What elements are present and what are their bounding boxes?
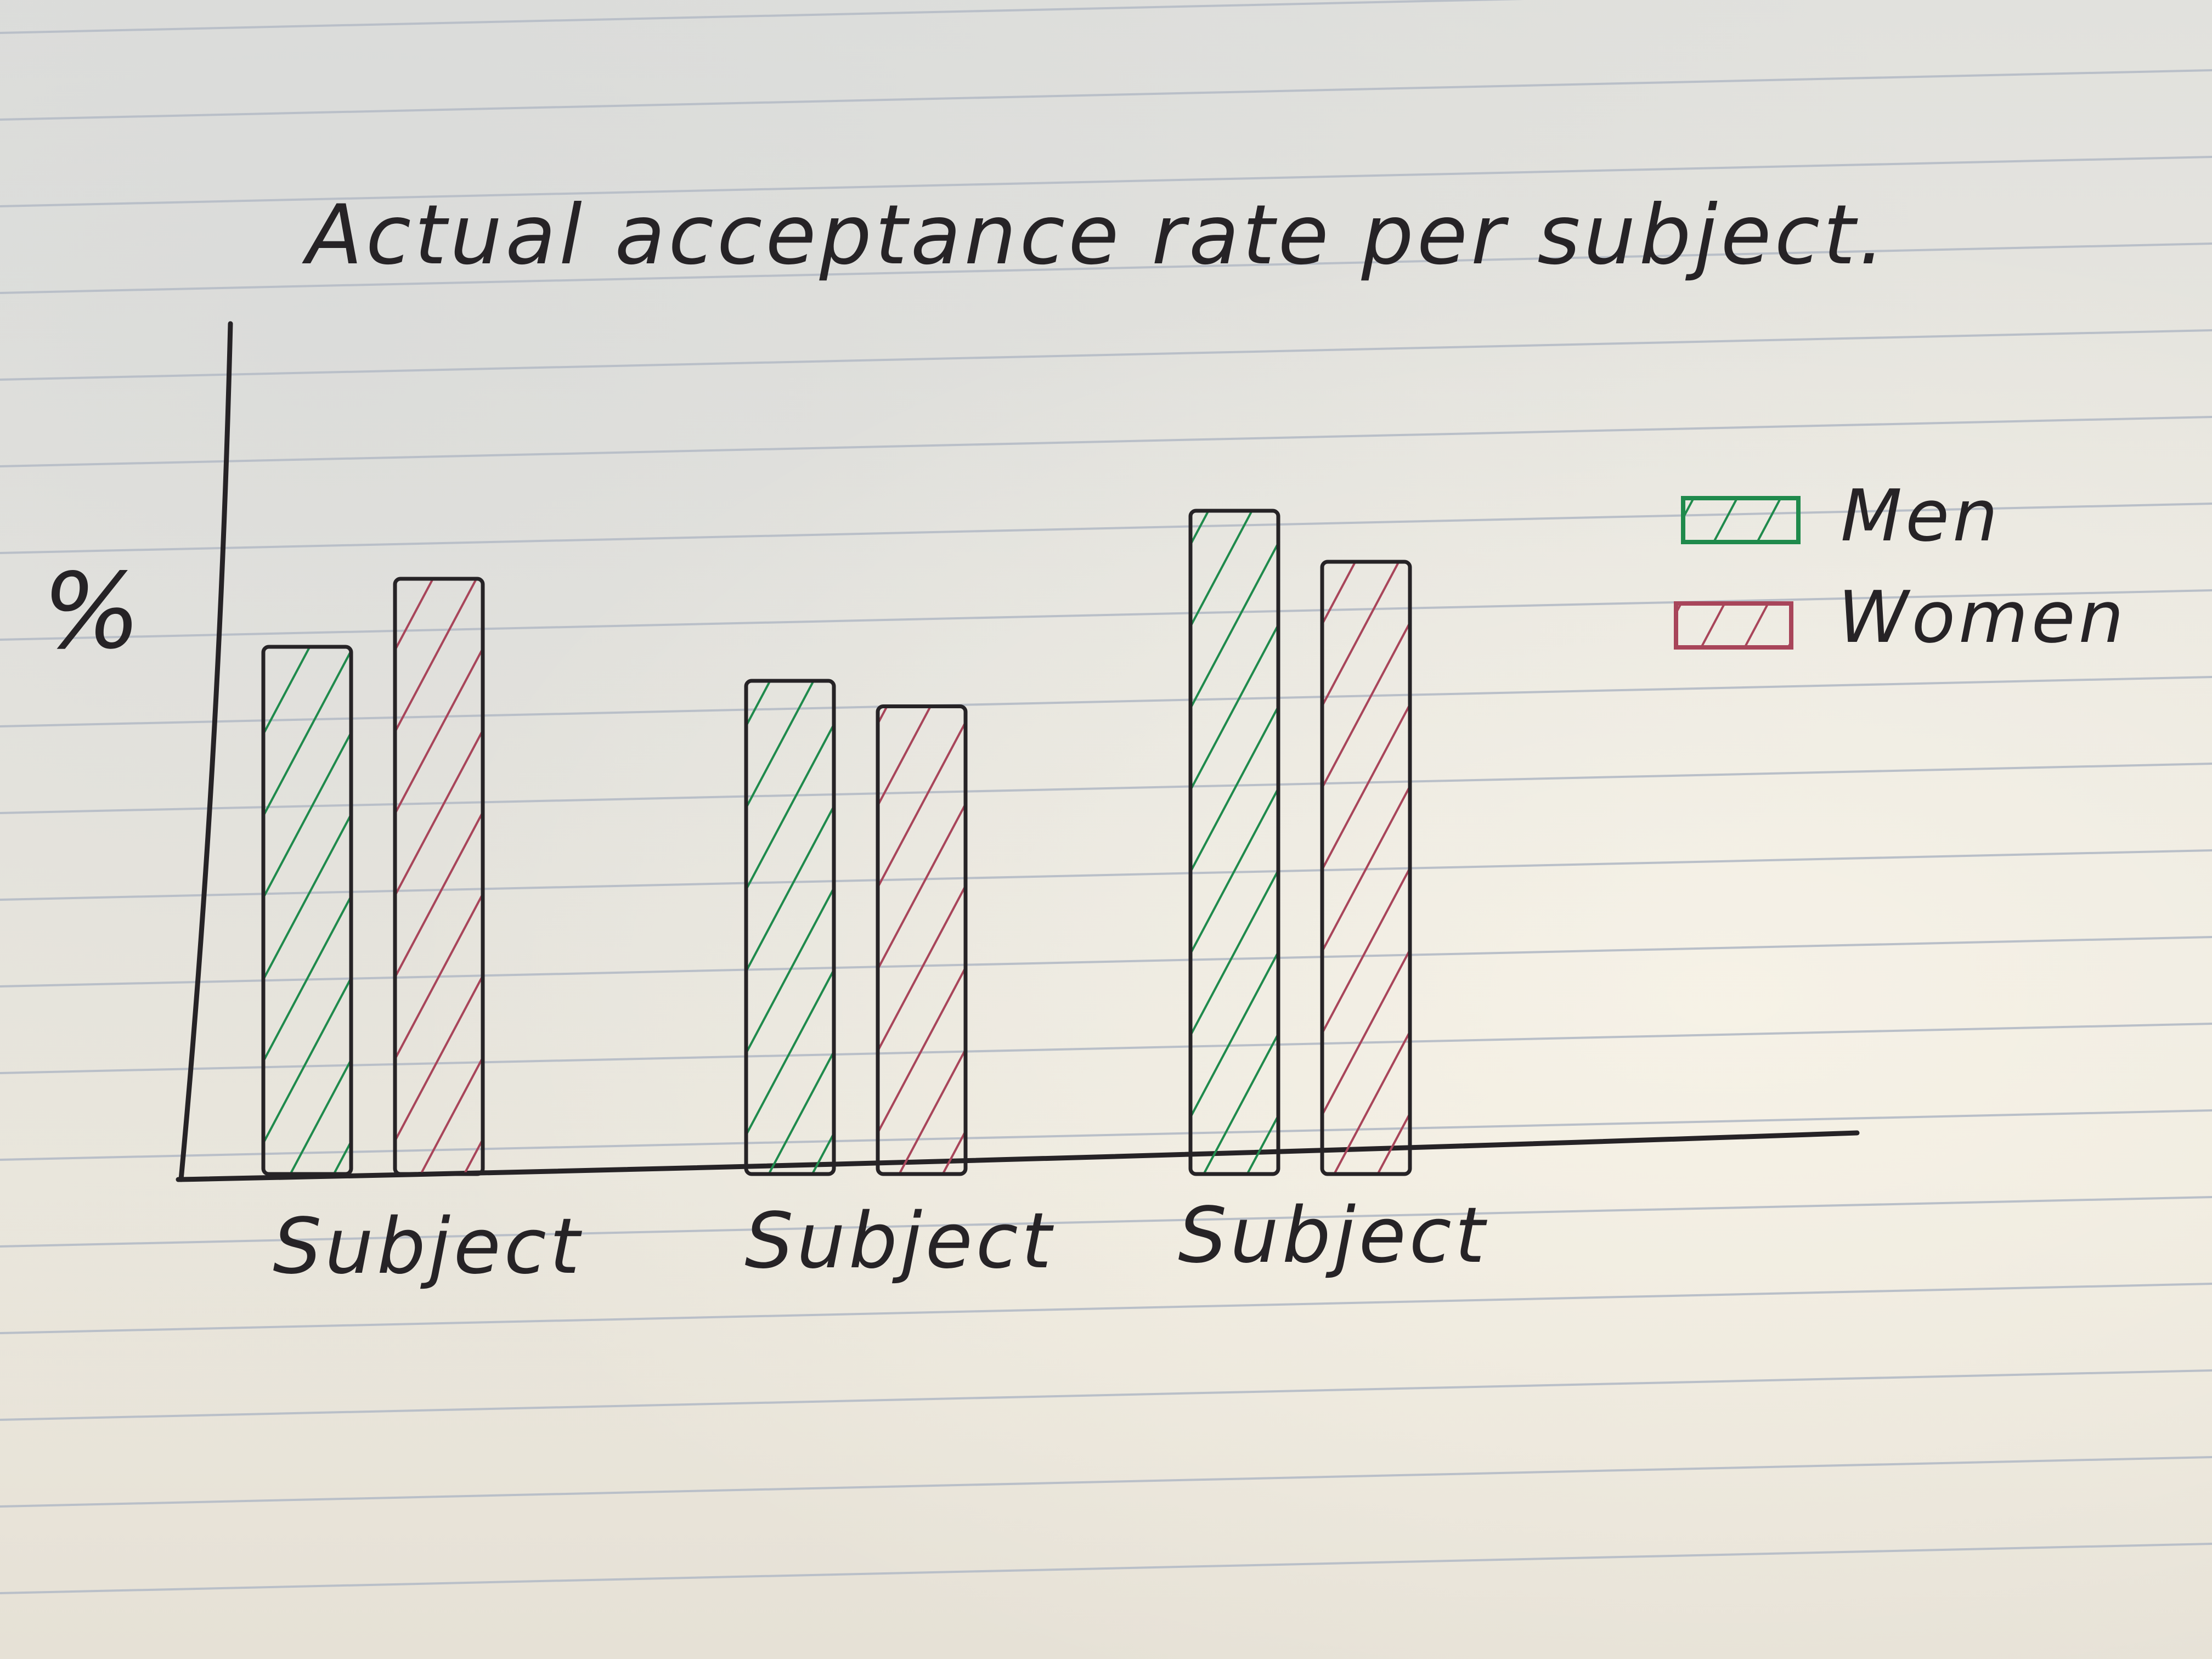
bar-men-2 [744,679,836,1176]
legend-swatch-men [1681,496,1801,544]
notebook-rule-line [0,1543,2212,1594]
notebook-rule-line [0,69,2212,121]
notebook-rule-line [0,0,1524,34]
bar-men-3 [1188,509,1280,1176]
bar-men-1 [261,645,353,1176]
notebook-rule-line [0,1196,2212,1248]
x-tick-label-2: Subject [744,1197,1054,1286]
chart-title: Actual acceptance rate per subject. [302,188,1888,283]
y-axis-line [178,321,233,1182]
notebook-rule-line [0,329,2212,381]
notebook-rule-line [0,1369,2212,1421]
x-tick-labels: Subject Subject Subject [273,1191,1488,1291]
notebook-rule-line [0,242,2212,294]
notebook-rule-line [0,763,2212,814]
notebook-rule-line [0,936,2212,988]
bar-women-1 [393,577,485,1176]
notebook-rule-line [0,1283,2212,1334]
legend: Men Women [1674,474,2127,659]
bar-women-2 [876,704,968,1176]
y-axis-label: % [42,551,145,672]
notebook-rule-line [0,1456,2212,1508]
legend-label-men: Men [1841,474,2001,557]
x-tick-label-3: Subject [1178,1191,1488,1280]
notebook-rule-line [0,589,2212,641]
bars-group [261,509,1412,1176]
notebook-rule-line [0,1023,2212,1074]
notebook-rule-line [0,156,2212,207]
legend-swatch-women [1674,601,1793,650]
notebook-rules [0,0,2212,1594]
x-tick-label-1: Subject [273,1202,583,1291]
notebook-rule-line [0,849,2212,901]
notebook-rule-line [0,1109,2212,1161]
notebook-rule-line [0,416,2212,467]
notebook-rule-line [0,676,2212,727]
legend-label-women: Women [1838,575,2127,659]
bar-women-3 [1320,560,1412,1176]
notebook-rule-line [0,503,2212,554]
